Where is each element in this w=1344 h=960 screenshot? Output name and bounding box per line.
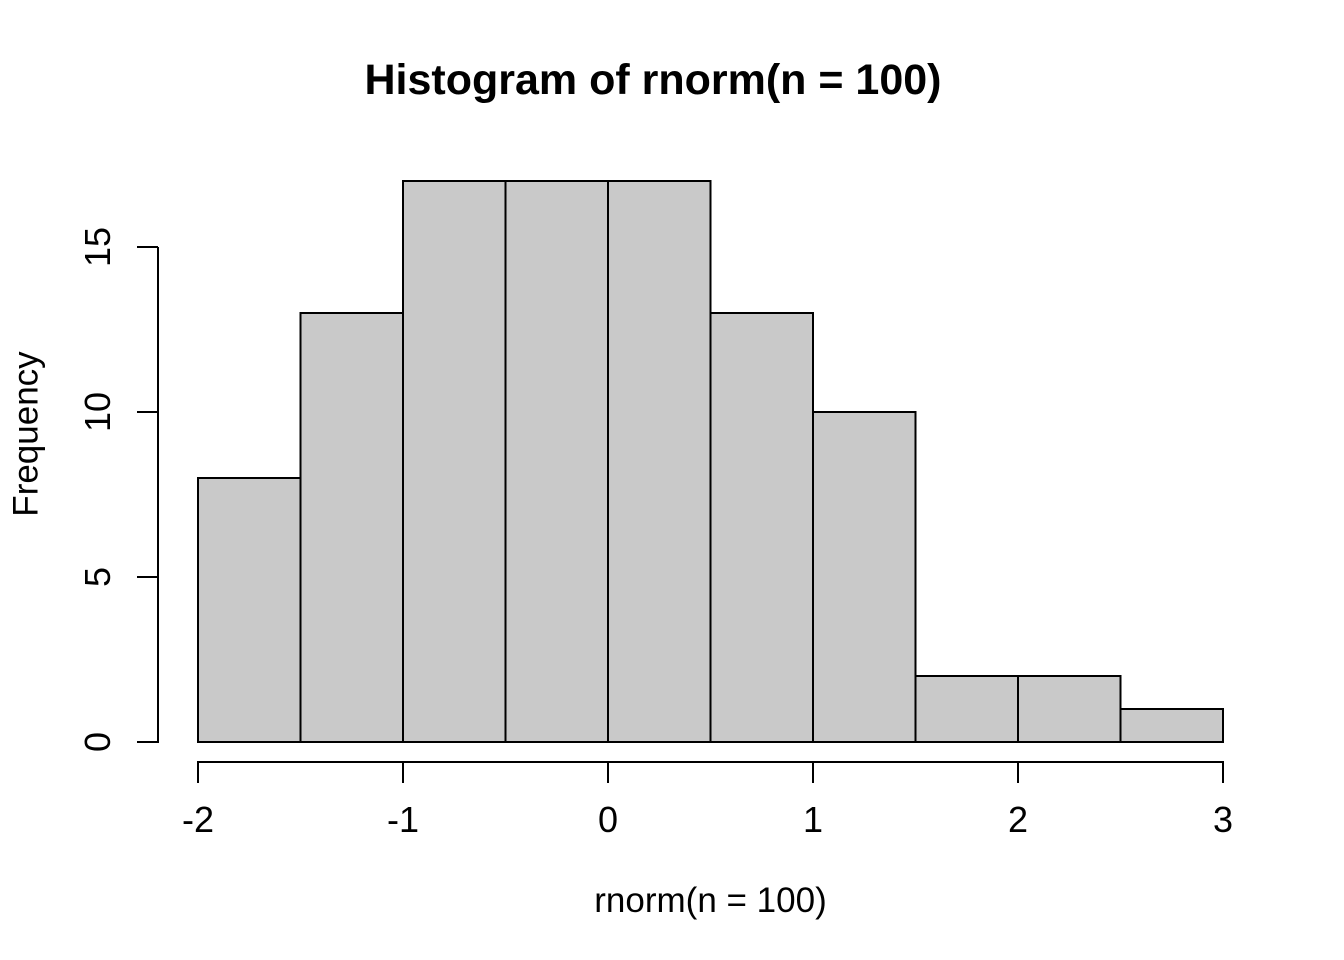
y-tick-label: 0 xyxy=(77,731,118,753)
x-axis-label: rnorm(n = 100) xyxy=(594,881,827,920)
y-tick-label: 5 xyxy=(77,566,118,588)
histogram-bar xyxy=(914,675,1019,743)
x-tick-label: 2 xyxy=(1007,799,1029,840)
y-axis-label: Frequency xyxy=(6,351,46,517)
histogram-bar xyxy=(709,312,814,743)
histogram-bar xyxy=(402,180,507,743)
histogram-bar xyxy=(812,411,917,743)
histogram-bar xyxy=(299,312,404,743)
x-tick-label: -1 xyxy=(386,799,420,840)
x-tick-label: 3 xyxy=(1212,799,1234,840)
histogram-bar xyxy=(1119,708,1224,743)
histogram-bar xyxy=(504,180,609,743)
histogram-bar xyxy=(197,477,302,743)
histogram-bar xyxy=(607,180,712,743)
histogram-bar xyxy=(1017,675,1122,743)
x-tick-label: 0 xyxy=(597,799,619,840)
y-tick-label: 15 xyxy=(77,226,118,268)
y-tick-label: 10 xyxy=(77,391,118,433)
x-tick-label: -2 xyxy=(181,799,215,840)
chart-title: Histogram of rnorm(n = 100) xyxy=(364,56,942,104)
x-tick-label: 1 xyxy=(802,799,824,840)
